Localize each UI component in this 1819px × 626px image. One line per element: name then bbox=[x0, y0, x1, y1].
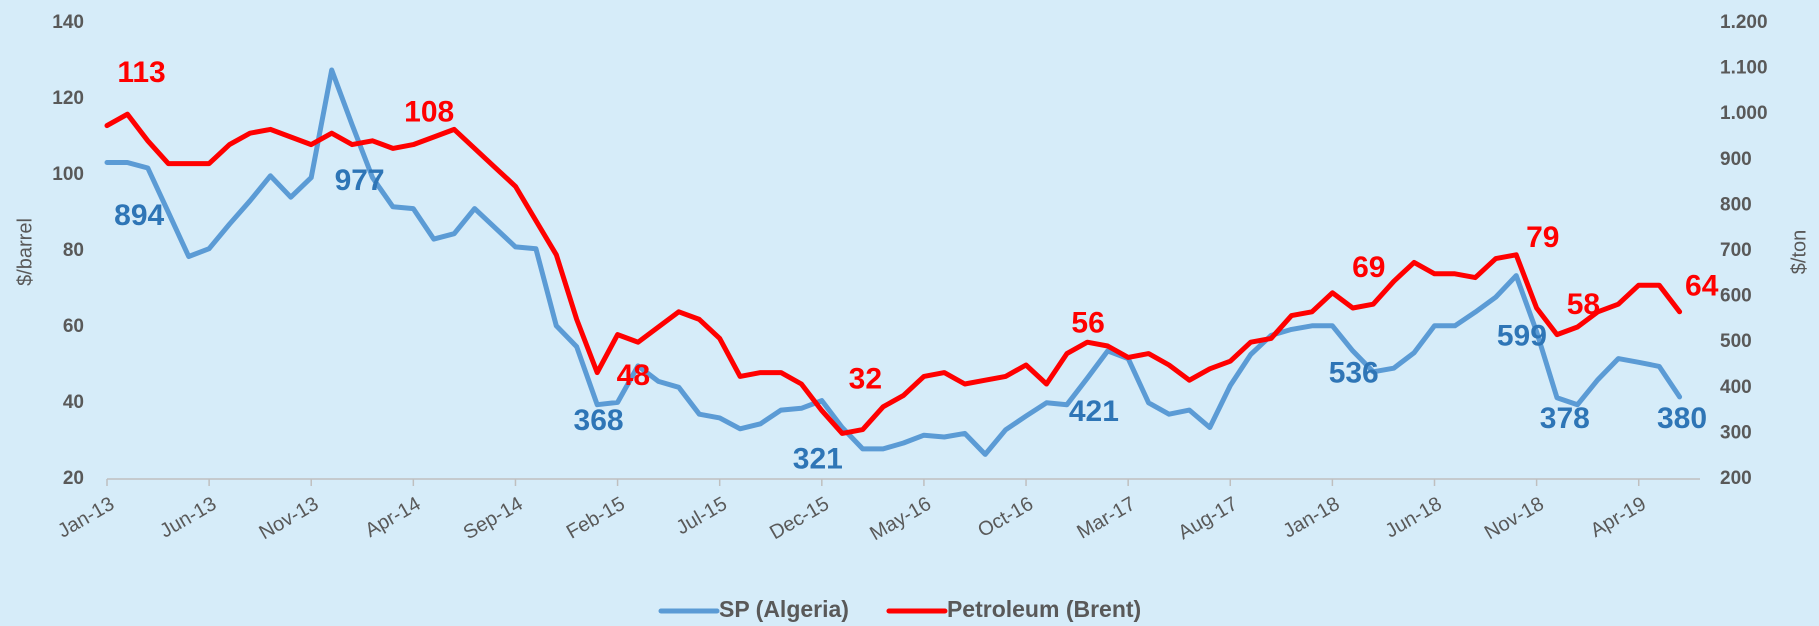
data-label: 113 bbox=[117, 56, 165, 89]
y2-axis-title: $/ton bbox=[1788, 230, 1810, 274]
data-label: 108 bbox=[404, 96, 454, 129]
y-axis-title: $/barrel bbox=[14, 218, 36, 286]
data-label: 48 bbox=[617, 359, 650, 392]
data-label: 368 bbox=[574, 404, 624, 437]
y2ticks-label: 200 bbox=[1720, 468, 1752, 489]
y2ticks-label: 1.000 bbox=[1720, 103, 1768, 124]
legend-label: SP (Algeria) bbox=[719, 596, 849, 622]
data-label: 378 bbox=[1540, 402, 1590, 435]
yticks-label: 100 bbox=[52, 164, 84, 185]
y2ticks-label: 500 bbox=[1720, 331, 1752, 352]
yticks-label: 40 bbox=[63, 392, 84, 413]
y2ticks-label: 1.100 bbox=[1720, 58, 1768, 79]
yticks-label: 80 bbox=[63, 240, 84, 261]
y2ticks-label: 800 bbox=[1720, 194, 1752, 215]
data-label: 599 bbox=[1497, 319, 1547, 352]
data-label: 69 bbox=[1352, 251, 1385, 284]
series-line bbox=[104, 111, 1683, 436]
yticks-label: 60 bbox=[63, 316, 84, 337]
data-label: 380 bbox=[1657, 402, 1707, 435]
data-label: 894 bbox=[114, 199, 164, 232]
y2ticks-label: 400 bbox=[1720, 377, 1752, 398]
data-label: 56 bbox=[1071, 307, 1104, 340]
data-label: 321 bbox=[793, 442, 843, 475]
y2ticks-label: 1.200 bbox=[1720, 12, 1768, 33]
y2ticks-label: 300 bbox=[1720, 422, 1752, 443]
y2ticks-label: 600 bbox=[1720, 286, 1752, 307]
data-label: 32 bbox=[849, 362, 882, 395]
y2ticks-label: 700 bbox=[1720, 240, 1752, 261]
yticks-label: 120 bbox=[52, 88, 84, 109]
y2ticks-label: 900 bbox=[1720, 149, 1752, 170]
data-label: 58 bbox=[1567, 288, 1600, 321]
series-line bbox=[104, 67, 1683, 457]
yticks-label: 20 bbox=[63, 468, 84, 489]
data-label: 536 bbox=[1329, 357, 1379, 390]
legend-label: Petroleum (Brent) bbox=[947, 596, 1141, 622]
data-label: 64 bbox=[1685, 270, 1719, 303]
data-label: 977 bbox=[335, 164, 385, 197]
data-label: 79 bbox=[1526, 221, 1559, 254]
data-label: 421 bbox=[1069, 395, 1119, 428]
yticks-label: 140 bbox=[52, 12, 84, 33]
